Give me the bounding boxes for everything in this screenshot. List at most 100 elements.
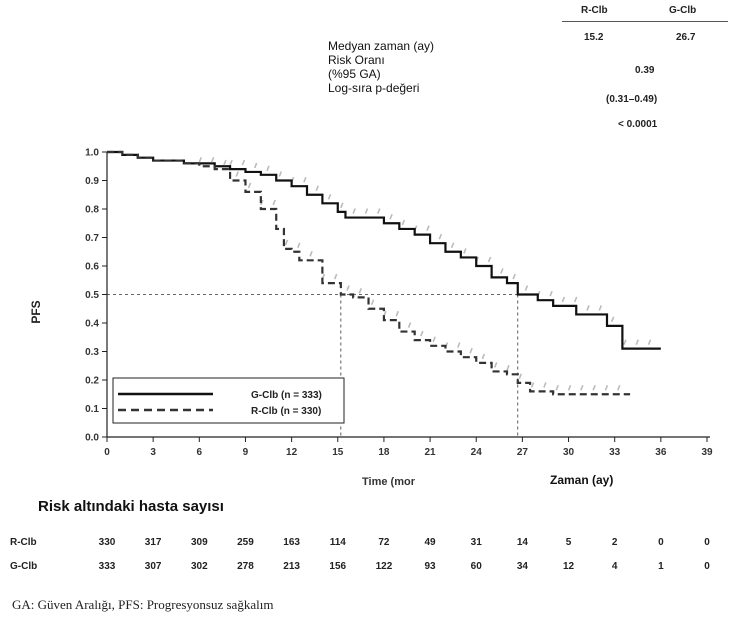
censor-mark — [518, 373, 523, 380]
stats-header-rule — [562, 21, 728, 22]
series-container — [107, 150, 661, 396]
censor-mark — [333, 273, 338, 280]
y-tick-label: 0.4 — [85, 319, 99, 330]
legend-box — [112, 377, 345, 424]
risk-cell: 0 — [658, 537, 664, 548]
y-tick-label: 0.6 — [85, 262, 99, 273]
legend-label-rclb: R-Clb (n = 330) — [251, 406, 321, 417]
x-tick-label: 0 — [104, 447, 110, 458]
censor-mark — [266, 165, 270, 172]
censor-mark — [561, 296, 566, 303]
censor-mark — [284, 239, 289, 246]
risk-cell: 60 — [470, 561, 482, 572]
risk-cell: 259 — [237, 537, 254, 548]
censor-mark — [309, 251, 313, 257]
censor-mark — [623, 339, 627, 345]
censor-mark — [253, 162, 258, 169]
censor-mark — [247, 182, 252, 189]
censor-mark — [235, 171, 239, 177]
risk-cell: 31 — [470, 537, 482, 548]
x-tick-label: 36 — [655, 447, 667, 458]
risk-cell: 4 — [611, 561, 618, 572]
censor-mark — [364, 208, 369, 214]
median-value-gclb: 26.7 — [676, 32, 696, 43]
legend-label-gclb: G-Clb (n = 333) — [251, 390, 322, 401]
risk-cell: 1 — [658, 561, 664, 572]
censor-mark — [278, 171, 283, 177]
series-line-rclb — [107, 150, 631, 396]
stats-header-rclb: R-Clb — [581, 5, 608, 16]
footnote: GA: Güven Aralığı, PFS: Progresyonsuz sa… — [12, 597, 274, 612]
censor-mark — [315, 185, 319, 192]
censor-mark — [198, 156, 203, 163]
censor-mark — [303, 176, 307, 183]
censor-mark — [493, 362, 498, 368]
risk-cell: 14 — [516, 537, 528, 548]
x-tick-label: 39 — [701, 447, 713, 458]
censor-mark — [327, 194, 332, 200]
x-tick-label: 15 — [332, 447, 344, 458]
risk-cell: 307 — [144, 561, 162, 572]
risk-cell: 317 — [144, 537, 162, 548]
censor-mark — [407, 322, 412, 328]
censor-mark — [229, 159, 233, 166]
censor-mark — [586, 305, 590, 311]
x-tick-label: 33 — [609, 447, 621, 458]
risk-cell: 0 — [704, 537, 710, 548]
y-axis-label: PFS — [29, 300, 43, 323]
censor-mark — [432, 336, 436, 343]
p-label: Log-sıra p-değeri — [328, 81, 420, 95]
x-tick-label: 30 — [563, 447, 575, 458]
censor-mark — [567, 384, 572, 391]
censor-mark — [346, 285, 350, 291]
censor-mark — [401, 219, 406, 226]
censor-mark — [604, 384, 609, 391]
risk-cell: 330 — [98, 537, 116, 548]
censor-mark — [617, 384, 621, 391]
risk-row-label: G-Clb — [10, 561, 38, 572]
censor-mark — [241, 159, 246, 166]
y-tick-label: 0.7 — [85, 233, 99, 244]
y-tick-label: 0.2 — [85, 376, 99, 387]
y-tick-label: 0.9 — [85, 176, 99, 187]
risk-cell: 122 — [375, 561, 393, 572]
x-tick-label: 6 — [197, 447, 203, 458]
censor-mark — [524, 285, 529, 291]
censor-mark — [610, 316, 615, 323]
risk-cell: 114 — [329, 537, 346, 548]
risk-cell: 333 — [98, 561, 116, 572]
median-label: Medyan zaman (ay) — [328, 39, 435, 53]
risk-cell: 12 — [562, 561, 575, 572]
censor-mark — [223, 159, 227, 166]
risk-cell: 93 — [424, 561, 436, 572]
censor-mark — [549, 290, 553, 297]
censor-mark — [469, 347, 473, 354]
ci-value: (0.31–0.49) — [606, 94, 658, 105]
censor-mark — [426, 225, 430, 231]
y-ticks: 0.0 0.1 0.2 0.3 0.4 0.5 0.6 0.7 0.8 0.9 1.0 — [85, 148, 107, 444]
legend: G-Clb (n = 333) R-Clb (n = 330) — [112, 377, 345, 424]
censor-mark — [395, 310, 399, 317]
censor-mark — [457, 342, 461, 348]
censor-mark — [598, 305, 603, 311]
x-tick-label: 9 — [243, 447, 249, 458]
risk-cell: 34 — [516, 561, 528, 572]
censor-mark — [530, 382, 535, 388]
y-tick-label: 1.0 — [85, 148, 99, 159]
censor-mark — [210, 156, 215, 163]
y-tick-label: 0.0 — [85, 433, 99, 444]
censor-mark — [500, 268, 504, 274]
censor-mark — [450, 242, 455, 249]
censor-mark — [463, 248, 467, 254]
risk-cell: 0 — [704, 561, 710, 572]
ci-label: (%95 GA) — [328, 67, 381, 81]
median-guides — [107, 294, 519, 437]
risk-cell: 5 — [565, 537, 572, 548]
x-tick-label: 18 — [378, 447, 390, 458]
censor-mark — [580, 384, 584, 391]
stats-header-gclb: G-Clb — [669, 5, 697, 16]
risk-cell: 163 — [283, 537, 300, 548]
y-tick-label: 0.5 — [85, 290, 99, 301]
x-tick-label: 3 — [150, 447, 156, 458]
censor-mark — [438, 233, 443, 240]
